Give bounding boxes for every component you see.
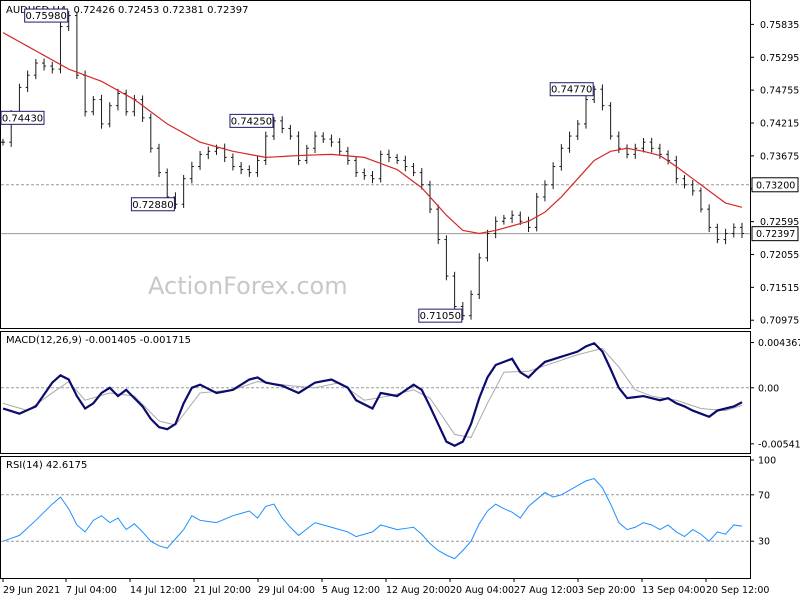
x-tick-label: 7 Jul 04:00 (66, 585, 117, 596)
x-tick-label: 20 Sep 12:00 (706, 585, 769, 596)
x-tick-label: 13 Sep 04:00 (642, 585, 705, 596)
x-tick-label: 5 Aug 12:00 (322, 585, 380, 596)
price-annotation-label: 0.74250 (231, 116, 272, 127)
x-tick-label: 3 Sep 20:00 (578, 585, 635, 596)
rsi-y-tick-label: 100 (758, 456, 776, 467)
price-y-tick-label: 0.71515 (760, 283, 799, 294)
macd-signal-line (2, 347, 743, 439)
price-y-tick-label: 0.72595 (760, 217, 799, 228)
price-y-tick-label: 0.73675 (760, 151, 799, 162)
price-y-tick-label: 0.74215 (760, 119, 799, 130)
axis-labels-layer: 0.758350.752950.747550.742150.736750.731… (2, 20, 800, 596)
price-y-tick-label: 0.74755 (760, 86, 799, 97)
price-annotation-label: 0.75980 (26, 11, 67, 22)
price-level-box (751, 177, 799, 193)
moving-average-line (2, 32, 743, 235)
price-annotation-box (130, 197, 175, 212)
macd-y-tick-label: 0.00 (758, 383, 779, 394)
x-tick-label: 27 Aug 12:00 (514, 585, 578, 596)
macd-panel-frame (0, 331, 751, 454)
price-panel-frame (0, 0, 751, 329)
price-annotation-box (549, 82, 594, 97)
x-tick-label: 20 Aug 04:00 (450, 585, 514, 596)
price-y-tick-label: 0.75295 (760, 53, 799, 64)
rsi-line (2, 477, 743, 560)
price-y-tick-label: 0.70975 (760, 316, 799, 327)
price-annotation-label: 0.74770 (551, 85, 592, 96)
price-annotation-box (24, 8, 69, 23)
price-annotation-box (418, 308, 463, 323)
price-annotation-label: 0.74430 (2, 113, 43, 124)
x-tick-label: 21 Jul 20:00 (194, 585, 251, 596)
rsi-panel-frame (0, 456, 751, 579)
rsi-title: RSI(14) 42.6175 (6, 460, 87, 471)
price-level-label: 0.72397 (756, 229, 795, 240)
price-annotation-box (0, 110, 45, 125)
price-level-box (751, 226, 799, 242)
watermark: ActionForex.com (148, 272, 348, 300)
rsi-y-tick-label: 70 (758, 490, 770, 501)
x-tick-label: 29 Jul 04:00 (258, 585, 315, 596)
x-tick-label: 12 Aug 20:00 (386, 585, 450, 596)
macd-y-tick-label: 0.004367 (758, 338, 800, 349)
rsi-series-layer (1, 477, 750, 560)
price-annotation-box (229, 113, 274, 128)
price-annotation-label: 0.71050 (420, 311, 461, 322)
price-level-label: 0.73200 (756, 180, 795, 191)
x-tick-label: 29 Jun 2021 (3, 585, 60, 596)
price-series-layer: 0.75980 0.74430 0.72880 0.74250 0.71050 0.747… (0, 8, 750, 323)
price-y-tick-label: 0.75835 (760, 20, 799, 31)
price-annotation-label: 0.72880 (132, 200, 173, 211)
x-tick-label: 14 Jul 12:00 (130, 585, 187, 596)
macd-series-layer (1, 341, 750, 448)
rsi-y-tick-label: 30 (758, 537, 770, 548)
macd-line (2, 341, 743, 448)
macd-title: MACD(12,26,9) -0.001405 -0.001715 (6, 335, 191, 346)
ohlc-values: 0.72426 0.72453 0.72381 0.72397 (73, 5, 248, 16)
price-y-tick-label: 0.72055 (760, 250, 799, 261)
